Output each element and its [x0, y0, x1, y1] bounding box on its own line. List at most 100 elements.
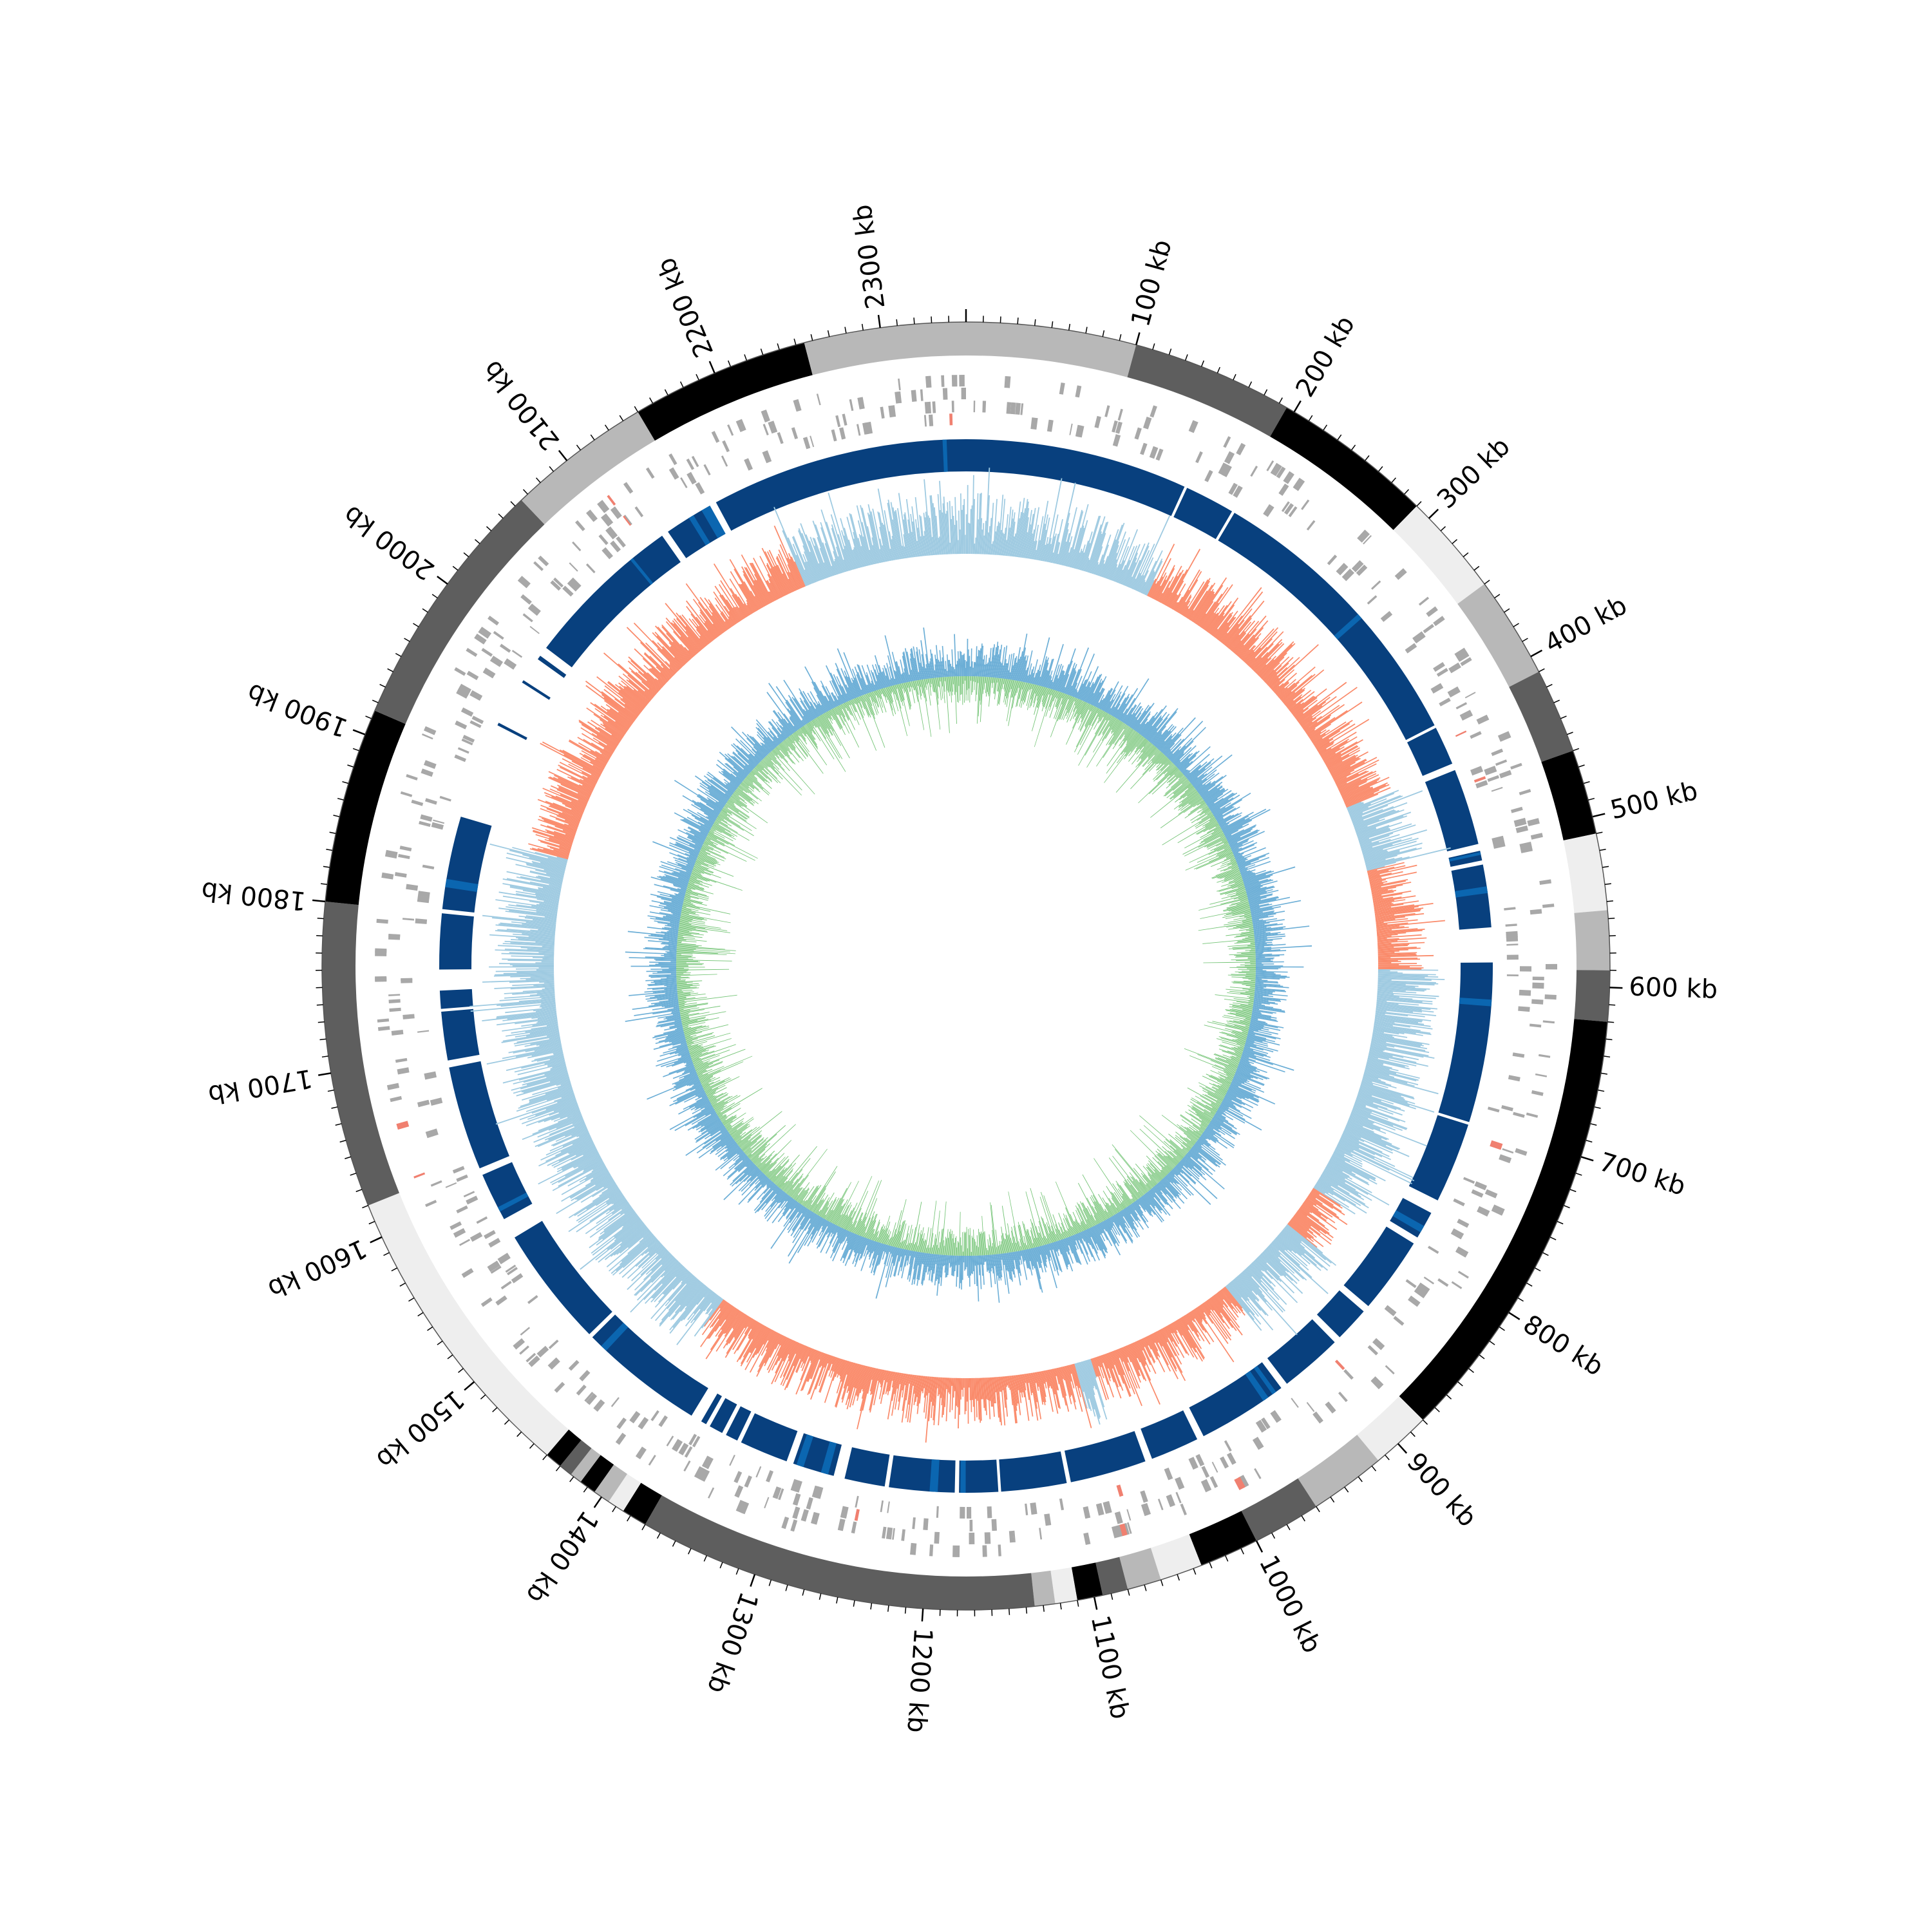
gc-skew-positive — [1078, 1362, 1090, 1399]
gc-skew-positive — [939, 480, 944, 554]
gc-content-outer — [1256, 961, 1284, 963]
gc-skew-positive — [1330, 1157, 1370, 1180]
gene-feature — [692, 1435, 701, 1448]
minor-tick — [1546, 683, 1553, 688]
gene-feature — [1030, 417, 1038, 430]
gc-skew-negative — [1052, 1368, 1058, 1390]
gc-skew-positive — [987, 526, 990, 554]
gc-skew-positive — [1355, 1101, 1394, 1115]
gene-feature — [793, 399, 802, 412]
gc-skew-negative — [1014, 1375, 1019, 1404]
gc-skew-positive — [965, 514, 967, 554]
gc-skew-positive — [567, 1164, 606, 1187]
gc-content-outer — [1240, 1058, 1255, 1065]
gc-skew-positive — [782, 530, 807, 587]
gc-content-inner — [1173, 1150, 1183, 1159]
gene-feature — [1266, 460, 1274, 471]
gc-content-outer — [1237, 860, 1245, 865]
blast-hit-block — [538, 656, 567, 678]
gc-content-outer — [1189, 755, 1223, 783]
gc-skew-positive — [533, 984, 554, 987]
gc-skew-positive — [879, 538, 886, 562]
gc-content-outer — [1247, 1035, 1266, 1041]
gc-skew-negative — [775, 565, 790, 594]
gc-content-inner — [1217, 862, 1237, 870]
gc-content-outer — [983, 655, 985, 677]
gc-content-outer — [1133, 706, 1151, 730]
gc-skew-positive — [830, 514, 849, 571]
gene-feature — [507, 1267, 518, 1276]
gc-skew-negative — [1306, 728, 1316, 735]
gc-skew-positive — [509, 910, 557, 917]
gene-feature — [923, 415, 927, 427]
gc-skew-positive — [665, 1274, 694, 1307]
gc-skew-negative — [1197, 613, 1207, 626]
minor-tick — [1588, 797, 1595, 800]
gc-content-inner — [1188, 802, 1206, 815]
gc-skew-positive — [1350, 790, 1423, 819]
gc-skew-positive — [502, 895, 559, 905]
gc-skew-positive — [556, 1179, 614, 1215]
gc-content-inner — [1205, 1104, 1217, 1112]
gc-content-inner — [1081, 703, 1090, 719]
gc-skew-negative — [1378, 952, 1417, 954]
gene-feature — [456, 1174, 468, 1182]
gc-content-inner — [1226, 854, 1234, 858]
gc-content-inner — [1225, 1078, 1232, 1082]
gc-skew-positive — [627, 1229, 650, 1248]
gc-skew-positive — [501, 1032, 560, 1043]
gc-skew-negative — [549, 804, 582, 819]
gc-content-outer — [1227, 826, 1256, 841]
gc-skew-positive — [495, 970, 554, 972]
gc-skew-positive — [613, 1200, 628, 1211]
gc-content-outer — [1255, 945, 1312, 950]
minor-tick — [1578, 764, 1585, 768]
gc-content-outer — [1186, 765, 1202, 779]
gc-content-inner — [1227, 1050, 1242, 1056]
gene-feature — [406, 884, 419, 891]
gc-content-inner — [1156, 1154, 1173, 1170]
gc-content-outer — [1135, 711, 1151, 732]
gene-feature — [1460, 657, 1472, 667]
gc-skew-negative — [1315, 738, 1330, 748]
gc-content-outer — [1175, 761, 1181, 767]
gc-skew-positive — [1036, 540, 1041, 560]
gc-skew-negative — [810, 1349, 816, 1361]
gc-skew-negative — [1307, 1196, 1340, 1218]
gc-skew-positive — [1354, 809, 1405, 828]
gc-skew-positive — [645, 1264, 683, 1304]
gc-content-inner — [1233, 1046, 1244, 1051]
gc-content-inner — [1157, 755, 1166, 764]
gc-skew-negative — [871, 1367, 875, 1380]
gc-skew-positive — [567, 1112, 581, 1118]
gc-skew-negative — [1034, 1372, 1037, 1383]
gene-feature — [568, 1359, 580, 1371]
gc-skew-negative — [1378, 967, 1424, 969]
gc-skew-negative — [562, 802, 584, 813]
gc-skew-positive — [1320, 1177, 1366, 1205]
gc-skew-negative — [1191, 1310, 1207, 1333]
gc-skew-positive — [526, 862, 565, 873]
gc-skew-negative — [1178, 601, 1186, 614]
gene-feature — [1450, 1228, 1464, 1240]
gc-skew-negative — [1278, 667, 1316, 699]
gc-skew-positive — [522, 1072, 568, 1086]
gc-skew-positive — [1043, 544, 1048, 562]
gc-skew-negative — [1307, 717, 1336, 737]
gc-content-inner — [980, 676, 983, 705]
gene-feature — [1223, 436, 1231, 448]
gc-skew-positive — [1349, 1118, 1387, 1134]
gc-skew-negative — [869, 1368, 880, 1413]
gc-skew-positive — [648, 1241, 661, 1253]
gc-content-outer — [1052, 675, 1057, 690]
gc-content-inner — [1201, 1100, 1218, 1110]
gc-skew-positive — [536, 895, 560, 900]
gc-skew-negative — [891, 1372, 900, 1416]
gc-content-outer — [1238, 857, 1270, 869]
gc-skew-negative — [1200, 1304, 1229, 1344]
gc-content-inner — [1230, 857, 1235, 860]
gene-feature — [1405, 643, 1417, 654]
gene-feature — [650, 1410, 659, 1421]
gc-content-outer — [1168, 1173, 1179, 1185]
gc-content-inner — [1200, 830, 1223, 843]
